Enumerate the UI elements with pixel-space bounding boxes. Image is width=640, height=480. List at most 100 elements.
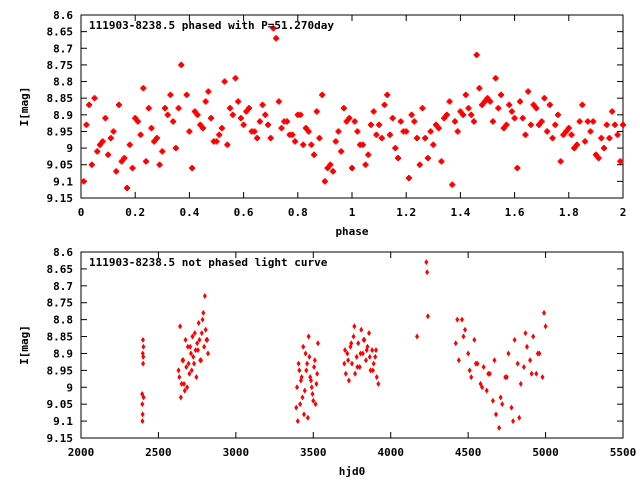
data-point — [184, 363, 189, 370]
data-point — [443, 111, 450, 118]
data-point — [541, 95, 548, 102]
data-point — [177, 374, 182, 381]
data-point — [582, 138, 589, 145]
data-point — [179, 380, 184, 387]
data-point — [446, 98, 453, 105]
data-point — [192, 330, 197, 337]
x-tick-label: 0.2 — [125, 206, 145, 219]
data-point — [327, 161, 334, 168]
data-point — [86, 101, 93, 108]
data-point — [514, 165, 521, 172]
data-point — [345, 350, 350, 357]
data-point — [459, 316, 464, 323]
data-point — [358, 350, 363, 357]
data-point — [595, 155, 602, 162]
data-point — [300, 394, 305, 401]
data-point — [370, 108, 377, 115]
data-point — [503, 121, 510, 128]
x-tick-label: 4500 — [455, 446, 482, 459]
data-point — [240, 121, 247, 128]
data-point — [465, 105, 472, 112]
data-point — [584, 118, 591, 125]
data-point — [456, 357, 461, 364]
data-point — [195, 347, 200, 354]
data-point — [286, 131, 293, 138]
data-point — [466, 350, 471, 357]
data-point — [461, 333, 466, 340]
data-point — [264, 121, 271, 128]
data-point — [216, 131, 223, 138]
data-point — [427, 128, 434, 135]
data-point — [370, 367, 375, 374]
data-point — [126, 141, 133, 148]
data-point — [134, 118, 141, 125]
data-point — [419, 105, 426, 112]
data-point — [201, 309, 206, 316]
x-tick-label: 1.2 — [396, 206, 416, 219]
y-tick-label: 8.65 — [47, 26, 74, 39]
data-point — [330, 168, 337, 175]
data-point — [278, 125, 285, 132]
data-point — [141, 394, 146, 401]
data-point — [425, 313, 430, 320]
data-point — [386, 131, 393, 138]
data-point — [305, 360, 310, 367]
y-tick-label: 9.05 — [47, 398, 74, 411]
data-point — [307, 353, 312, 360]
y-tick-label: 9.1 — [53, 415, 73, 428]
y-tick-label: 8.8 — [53, 314, 73, 327]
y-tick-label: 9.1 — [53, 175, 73, 188]
plot-frame — [80, 251, 624, 439]
data-point — [350, 360, 354, 367]
data-point — [351, 118, 358, 125]
data-point — [188, 350, 193, 357]
data-point — [500, 125, 507, 132]
data-point — [517, 98, 524, 105]
data-point — [549, 135, 556, 142]
data-point — [598, 135, 605, 142]
data-point — [494, 411, 499, 418]
data-point — [415, 333, 420, 340]
data-point — [487, 98, 494, 105]
data-point — [218, 125, 225, 132]
data-point — [498, 91, 505, 98]
data-point — [544, 128, 551, 135]
data-point — [332, 138, 339, 145]
y-axis-ticks: 8.6 8.65 8.7 8.75 8.8 8.85 8.9 8.95 9 9.05 9.1 9.15 — [47, 9, 623, 205]
data-point — [512, 336, 517, 343]
data-point — [367, 330, 372, 337]
data-point — [243, 108, 250, 115]
data-point — [473, 360, 478, 367]
data-point — [365, 151, 372, 158]
data-point — [229, 111, 236, 118]
data-point — [96, 141, 103, 148]
data-point — [88, 161, 95, 168]
y-tick-label: 8.9 — [53, 347, 73, 360]
data-point — [232, 75, 239, 82]
data-point — [535, 121, 542, 128]
data-point — [368, 367, 373, 374]
data-point — [384, 91, 391, 98]
data-point — [411, 118, 418, 125]
data-point — [292, 138, 299, 145]
data-point — [508, 108, 515, 115]
data-point — [349, 340, 354, 347]
data-point — [298, 401, 303, 408]
data-point — [476, 85, 483, 92]
data-point — [102, 115, 109, 122]
data-point — [542, 309, 547, 316]
x-tick-label: 0 — [78, 206, 85, 219]
data-point — [312, 363, 317, 370]
data-point — [397, 118, 404, 125]
data-point — [395, 155, 402, 162]
data-point — [145, 105, 152, 112]
data-point — [355, 363, 360, 370]
data-point — [183, 91, 190, 98]
data-point — [522, 131, 529, 138]
data-point — [416, 161, 423, 168]
data-point — [462, 91, 469, 98]
data-point — [172, 145, 179, 152]
data-point — [196, 320, 201, 327]
data-point — [301, 411, 306, 418]
